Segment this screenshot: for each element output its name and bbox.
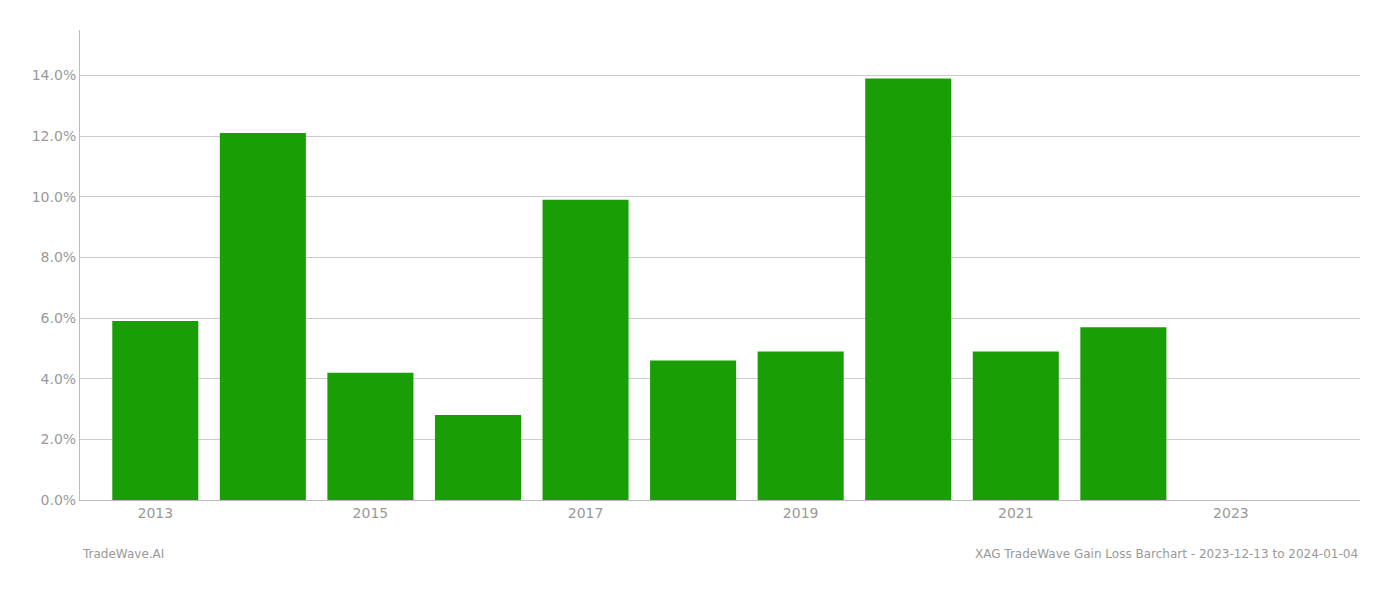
svg-text:6.0%: 6.0% [41,310,77,326]
svg-text:8.0%: 8.0% [41,249,77,265]
svg-text:2021: 2021 [998,505,1034,521]
svg-text:4.0%: 4.0% [41,371,77,387]
svg-text:TradeWave.AI: TradeWave.AI [82,547,164,561]
svg-text:10.0%: 10.0% [32,189,76,205]
svg-text:2023: 2023 [1213,505,1249,521]
svg-text:2017: 2017 [568,505,604,521]
svg-text:14.0%: 14.0% [32,67,76,83]
svg-text:2013: 2013 [137,505,173,521]
svg-text:0.0%: 0.0% [41,492,77,508]
svg-text:12.0%: 12.0% [32,128,76,144]
svg-text:2015: 2015 [353,505,389,521]
svg-text:2.0%: 2.0% [41,431,77,447]
svg-text:2019: 2019 [783,505,819,521]
svg-text:XAG TradeWave Gain Loss Barcha: XAG TradeWave Gain Loss Barchart - 2023-… [975,547,1358,561]
